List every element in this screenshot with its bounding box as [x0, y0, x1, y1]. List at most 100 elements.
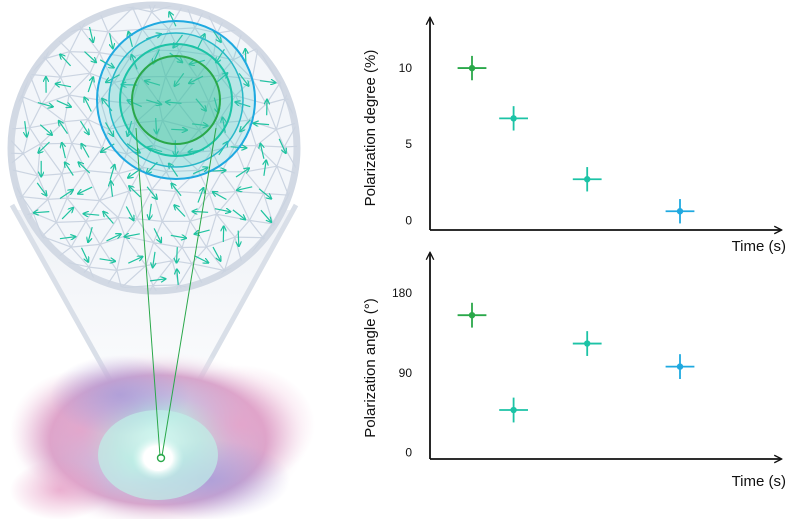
field-arrow — [212, 246, 221, 261]
field-arrow — [173, 34, 183, 48]
field-arrow — [145, 81, 161, 86]
field-arrow — [127, 100, 142, 108]
field-arrow — [37, 102, 53, 107]
point-marker — [584, 340, 591, 347]
field-arrow — [166, 102, 182, 103]
data-point — [572, 167, 602, 192]
field-arrow — [83, 214, 100, 216]
field-arrow — [129, 186, 141, 198]
burst-illustration — [7, 1, 315, 519]
field-arrow — [147, 147, 163, 153]
y-tick-label: 10 — [399, 61, 413, 75]
field-arrow — [87, 77, 93, 93]
field-arrow — [156, 117, 157, 134]
data-point — [499, 397, 528, 423]
y-tick-label: 90 — [399, 366, 413, 380]
x-axis-title: Time (s) — [732, 238, 786, 255]
field-arrow — [232, 209, 246, 220]
point-marker — [676, 208, 684, 215]
point-marker — [468, 64, 476, 72]
field-arrow — [146, 186, 157, 200]
field-arrow — [106, 234, 122, 242]
field-arrow — [55, 84, 72, 87]
field-arrow — [240, 119, 251, 132]
field-arrow — [194, 229, 210, 234]
field-arrow — [99, 259, 116, 262]
emission-region-inner — [131, 55, 221, 145]
point-marker — [468, 311, 476, 319]
field-arrow — [174, 205, 186, 217]
field-arrow — [253, 123, 270, 124]
field-arrow — [128, 257, 143, 264]
field-arrow — [33, 212, 50, 213]
y-axis-title: Polarization degree (%) — [362, 50, 379, 207]
field-arrow — [56, 100, 72, 108]
field-arrow — [110, 33, 113, 49]
emission-region-mid — [119, 43, 233, 157]
field-arrow — [88, 226, 93, 242]
field-arrow — [78, 162, 91, 174]
data-point — [665, 354, 695, 379]
field-arrow — [25, 121, 27, 137]
emission-region-mid-outer — [108, 32, 244, 168]
field-arrow — [60, 54, 72, 67]
emission-spot — [156, 453, 166, 463]
field-arrow — [192, 211, 209, 212]
y-tick-label: 0 — [405, 446, 412, 460]
field-arrow — [59, 190, 73, 199]
field-arrow — [259, 81, 276, 83]
field-arrow — [197, 188, 204, 203]
field-arrow — [169, 163, 179, 177]
field-arrow — [214, 209, 231, 212]
field-arrow — [189, 75, 204, 83]
nebula — [8, 350, 315, 519]
data-point — [499, 106, 528, 131]
sightline-right — [161, 127, 217, 457]
y-tick-label: 5 — [405, 137, 412, 151]
field-arrow — [109, 164, 115, 180]
field-arrow — [146, 99, 161, 105]
field-arrow — [192, 124, 208, 126]
field-arrow — [174, 72, 185, 86]
field-arrow — [264, 160, 266, 176]
field-arrow — [195, 98, 206, 111]
field-arrow — [197, 34, 205, 49]
field-arrow — [124, 234, 140, 237]
field-arrow — [111, 181, 113, 197]
y-axis-title: Polarization angle (°) — [362, 298, 379, 437]
field-arrow — [99, 59, 114, 68]
field-arrow — [258, 188, 271, 199]
y-tick-label: 180 — [392, 286, 412, 300]
field-arrow — [61, 208, 73, 220]
field-arrow — [62, 143, 66, 159]
field-arrow — [235, 168, 249, 178]
polarization-degree-chart: 0 5 10 Polarization degree (%) Time (s) — [362, 18, 786, 255]
field-arrow — [59, 121, 68, 135]
field-arrow — [149, 203, 151, 220]
field-arrow — [212, 192, 227, 201]
field-arrow — [81, 144, 90, 158]
data-point — [457, 302, 487, 328]
field-arrow — [260, 143, 265, 159]
data-point — [457, 55, 487, 81]
field-arrow — [171, 129, 187, 130]
field-arrow — [78, 186, 93, 194]
field-arrow — [278, 138, 286, 154]
field-arrow — [177, 247, 178, 263]
field-arrow — [104, 122, 114, 136]
field-arrow — [84, 97, 92, 112]
field-arrow — [177, 269, 178, 285]
field-arrow — [38, 141, 50, 153]
field-arrow — [238, 230, 239, 247]
field-arrow — [238, 73, 249, 86]
field-arrow — [125, 206, 134, 221]
x-axis-title: Time (s) — [732, 473, 786, 490]
point-marker — [584, 176, 591, 183]
field-arrow — [192, 167, 208, 175]
data-points — [457, 55, 695, 224]
y-tick-labels: 0 5 10 — [399, 61, 413, 227]
sightline-left — [135, 127, 161, 457]
field-arrow — [170, 235, 187, 238]
field-arrow — [237, 187, 253, 191]
